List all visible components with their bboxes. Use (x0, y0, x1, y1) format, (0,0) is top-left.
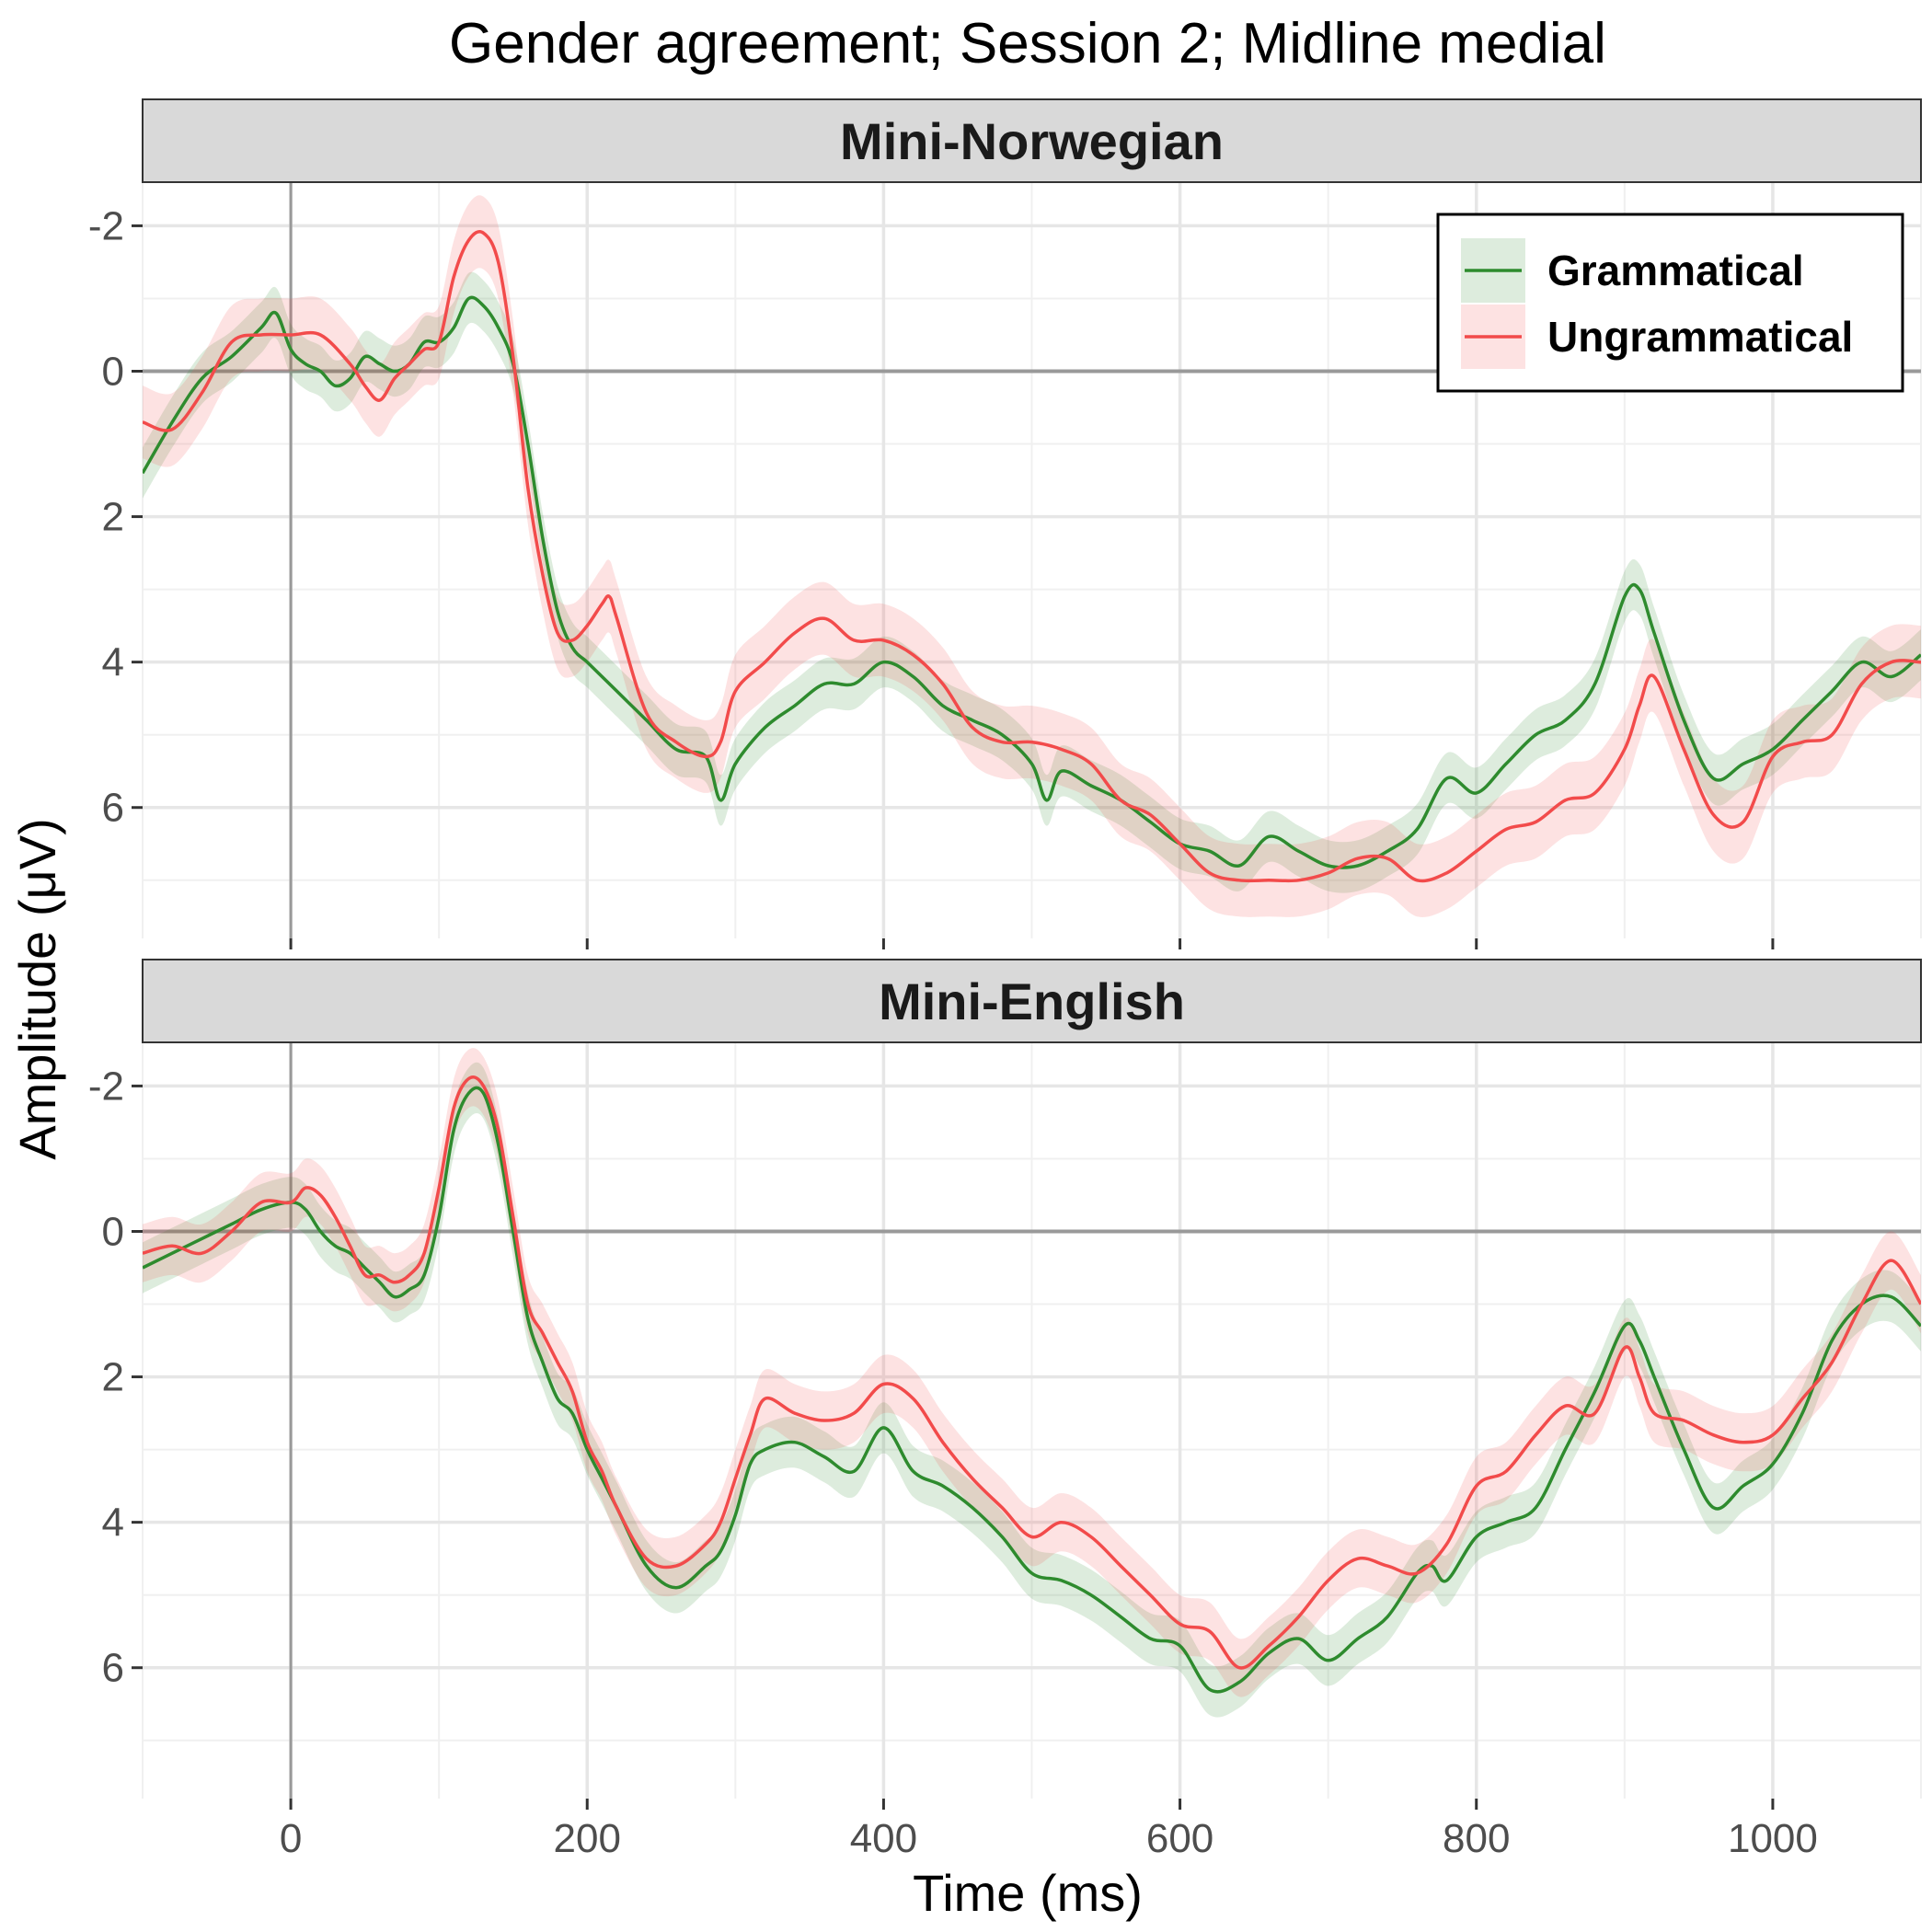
facet-strip-label: Mini-Norwegian (840, 112, 1224, 170)
x-tick-label: 200 (554, 1816, 621, 1861)
ribbon-ungrammatical (143, 195, 1921, 917)
series-layer (143, 195, 1921, 917)
line-ungrammatical (143, 230, 1921, 883)
y-tick-label: 4 (102, 640, 124, 685)
x-axis-title: Time (ms) (913, 1864, 1143, 1922)
legend-box (1436, 213, 1904, 393)
panel-mini-english: Mini-English -2 0 2 4 6 0 200 400 600 800 1000 (88, 959, 1922, 1861)
y-axis-title: Amplitude (μV) (8, 818, 66, 1160)
legend: Grammatical Ungrammatical (1436, 213, 1904, 393)
y-tick-label: 0 (102, 350, 124, 395)
y-tick-label: -2 (88, 1064, 124, 1109)
legend-label-grammatical: Grammatical (1547, 247, 1804, 294)
line-grammatical (143, 295, 1921, 869)
chart-title: Gender agreement; Session 2; Midline med… (449, 12, 1606, 75)
line-grammatical (143, 1086, 1921, 1694)
facet-strip (142, 959, 1922, 1043)
y-tick-label: 2 (102, 495, 124, 540)
legend-label-ungrammatical: Ungrammatical (1547, 313, 1853, 361)
ribbon-grammatical (143, 271, 1921, 893)
y-tick-label: 4 (102, 1501, 124, 1546)
line-ungrammatical (143, 1075, 1921, 1670)
y-tick-label: 2 (102, 1355, 124, 1400)
x-tick-label: 1000 (1728, 1816, 1818, 1861)
x-tick-label: 600 (1146, 1816, 1213, 1861)
facet-strip-label: Mini-English (879, 972, 1185, 1030)
x-tick-label: 0 (280, 1816, 302, 1861)
facet-strip (142, 98, 1922, 183)
x-tick-label: 800 (1443, 1816, 1510, 1861)
y-tick-label: 6 (102, 1646, 124, 1691)
series-layer (143, 1048, 1921, 1718)
x-tick-label: 400 (850, 1816, 917, 1861)
y-tick-label: 0 (102, 1210, 124, 1255)
y-tick-label: 6 (102, 786, 124, 831)
ribbon-grammatical (143, 1062, 1921, 1718)
y-tick-label: -2 (88, 203, 124, 248)
